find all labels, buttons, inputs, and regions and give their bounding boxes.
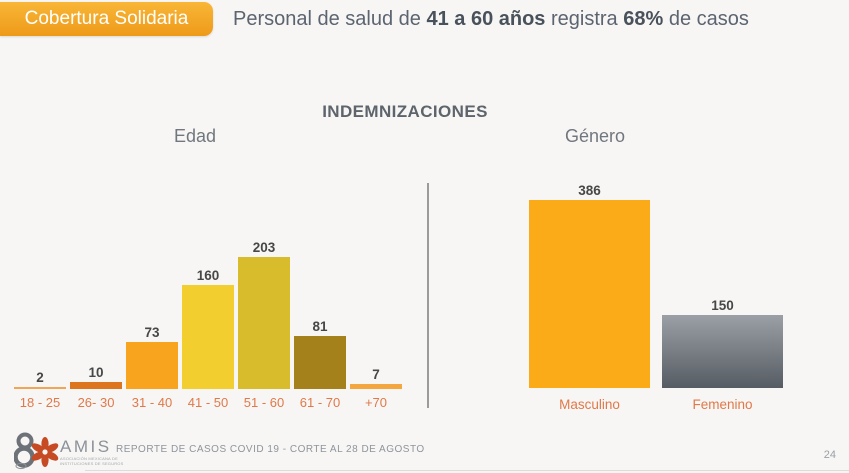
age-bar-chart: 2 10 73 160 203 81 7 <box>14 240 402 389</box>
bar-column-70: 7 <box>350 240 402 389</box>
page-number: 24 <box>823 449 836 461</box>
headline-age-range: 41 a 60 años <box>426 8 546 30</box>
category-label-51-60: 51 - 60 <box>243 395 285 410</box>
bar-18-25 <box>14 387 66 389</box>
amis-tagline-line1: ASOCIACIÓN MEXICANA DE <box>60 456 118 461</box>
amis-tagline-line2: INSTITUCIONES DE SEGUROS <box>60 461 124 466</box>
bar-value-70: 7 <box>372 366 380 382</box>
bar-column-18-25: 2 <box>14 240 66 389</box>
bar-column-41-50: 160 <box>182 240 234 389</box>
bar-value-18-25: 2 <box>36 369 44 385</box>
amis-logo-tagline: ASOCIACIÓN MEXICANA DE INSTITUCIONES DE … <box>60 456 123 466</box>
category-label-41-50: 41 - 50 <box>187 395 229 410</box>
bottom-rule <box>85 470 849 471</box>
gender-chart-title: Género <box>564 126 626 146</box>
bar-column-masculino: 386 <box>529 180 650 388</box>
bar-70 <box>350 384 402 389</box>
bar-26-30 <box>70 382 122 389</box>
headline-percentage: 68% <box>623 8 664 30</box>
headline-part: de casos <box>663 8 749 30</box>
category-label-26-30: 26- 30 <box>77 395 115 410</box>
headline-part: registra <box>545 8 624 30</box>
amis-logo-wordmark: AMIS <box>60 437 112 456</box>
bar-column-51-60: 203 <box>238 240 290 389</box>
bar-column-31-40: 73 <box>126 240 178 389</box>
headline-part: Personal de salud de <box>233 8 427 30</box>
bar-value-femenino: 150 <box>711 297 734 313</box>
bar-column-femenino: 150 <box>662 180 783 388</box>
report-caption: REPORTE DE CASOS COVID 19 - CORTE AL 28 … <box>116 444 425 455</box>
bar-value-31-40: 73 <box>144 324 160 340</box>
category-label-18-25: 18 - 25 <box>19 395 61 410</box>
bar-61-70 <box>294 336 346 389</box>
category-label-femenino: Femenino <box>692 397 753 412</box>
bar-value-masculino: 386 <box>578 182 601 198</box>
bar-value-51-60: 203 <box>252 239 276 255</box>
age-chart-title: Edad <box>173 126 217 146</box>
bar-femenino <box>662 315 783 388</box>
bar-value-26-30: 10 <box>88 364 104 380</box>
category-label-masculino: Masculino <box>559 397 620 412</box>
category-label-61-70: 61 - 70 <box>299 395 341 410</box>
headline: Personal de salud de 41 a 60 años regist… <box>233 8 749 31</box>
bar-51-60 <box>238 257 290 389</box>
badge-label: Cobertura Solidaria <box>24 8 189 29</box>
age-category-axis: 18 - 25 26- 30 31 - 40 41 - 50 51 - 60 61 - 7… <box>14 395 402 410</box>
category-label-70: +70 <box>364 395 388 410</box>
page-title: INDEMNIZACIONES <box>322 102 488 121</box>
cobertura-solidaria-badge: Cobertura Solidaria <box>0 2 213 36</box>
bar-value-41-50: 160 <box>196 267 220 283</box>
bar-41-50 <box>182 285 234 389</box>
bar-column-61-70: 81 <box>294 240 346 389</box>
chart-divider <box>427 183 429 408</box>
gender-category-axis: Masculino Femenino <box>529 397 783 412</box>
category-label-31-40: 31 - 40 <box>131 395 173 410</box>
bar-masculino <box>529 200 650 388</box>
bar-column-26-30: 10 <box>70 240 122 389</box>
gender-bar-chart: 386 150 <box>529 180 783 388</box>
bar-value-61-70: 81 <box>312 318 328 334</box>
bar-31-40 <box>126 342 178 389</box>
amis-logo-icon <box>13 431 62 473</box>
